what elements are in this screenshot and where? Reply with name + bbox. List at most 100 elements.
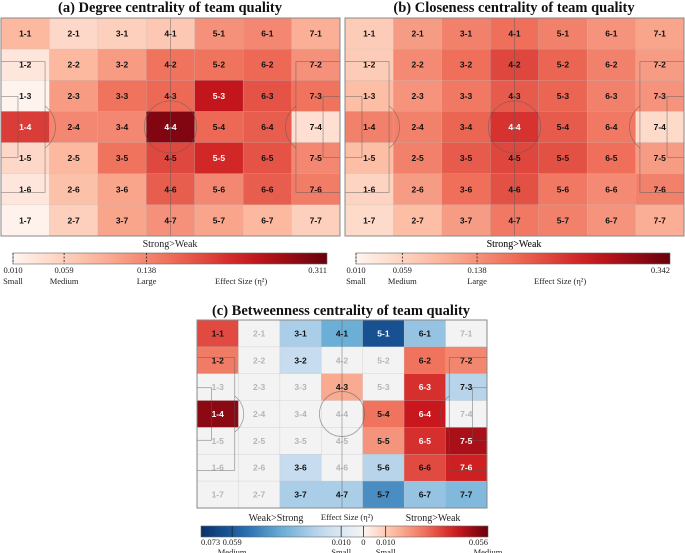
colorbar-c-left-heading: Weak>Strong: [249, 513, 304, 524]
pitch-border: [0, 17, 341, 237]
heatmap-cell: [445, 480, 488, 509]
heatmap-cell-label: 6-6: [605, 184, 618, 194]
heatmap-cell-label: 3-5: [116, 153, 129, 163]
heatmap-cell-label: 1-1: [19, 29, 32, 39]
heatmap-cell-label: 3-7: [460, 215, 473, 225]
heatmap-cell: [403, 454, 446, 482]
pitch-arc-right: [629, 105, 641, 149]
heatmap-cell-label: 6-5: [419, 436, 432, 446]
heatmap-cell: [586, 48, 636, 81]
pitch-arc-left: [388, 105, 400, 149]
heatmap-cell-label: 3-5: [294, 436, 307, 446]
heatmap-cell-label: 2-7: [67, 215, 80, 225]
heatmap-cell: [362, 373, 405, 401]
heatmap-cell: [403, 319, 446, 348]
heatmap-cell: [196, 400, 239, 428]
heatmap-cell-label: 2-7: [411, 215, 424, 225]
heatmap-cell: [393, 142, 443, 174]
heatmap-cell-label: 7-1: [460, 328, 473, 338]
heatmap-cell-label: 3-6: [460, 184, 473, 194]
heatmap-cell-label: 1-7: [363, 215, 376, 225]
heatmap-cell: [196, 480, 239, 509]
heatmap-cell: [0, 17, 50, 50]
colorbar-size-label: Small: [376, 547, 396, 553]
heatmap-cell-label: 5-4: [377, 409, 390, 419]
heatmap-cell-label: 5-2: [557, 60, 570, 70]
heatmap-cell-label: 6-5: [605, 153, 618, 163]
heatmap-cell: [393, 48, 443, 81]
heatmap-cell-label: 2-1: [411, 29, 424, 39]
heatmap-cell-label: 3-3: [294, 382, 307, 392]
heatmap-cell: [242, 142, 292, 174]
heatmap-cell-label: 2-5: [67, 153, 80, 163]
heatmap-cell: [441, 111, 491, 143]
heatmap-cell: [445, 454, 488, 482]
colorbar-gradient: [355, 252, 671, 265]
heatmap-cell-label: 7-1: [654, 29, 667, 39]
heatmap-cell: [635, 173, 685, 206]
heatmap-cell: [403, 373, 446, 401]
heatmap-cell: [97, 204, 147, 237]
heatmap-cell: [0, 80, 50, 112]
pitch-arc-left: [234, 395, 245, 433]
heatmap-cell-label: 7-4: [654, 122, 667, 132]
heatmap-cell: [445, 427, 488, 455]
title-c: (c) Betweenness centrality of team quali…: [212, 303, 471, 319]
heatmap-cell: [242, 48, 292, 81]
heatmap-cell-label: 7-5: [654, 153, 667, 163]
heatmap-cell-label: 5-3: [557, 91, 570, 101]
heatmap-cell: [538, 204, 588, 237]
heatmap-cell: [441, 142, 491, 174]
heatmap-cell-label: 1-1: [363, 29, 376, 39]
heatmap-cell: [279, 400, 322, 428]
heatmap-cell: [393, 173, 443, 206]
heatmap-cell: [291, 142, 341, 174]
heatmap-cell-label: 6-4: [419, 409, 432, 419]
heatmap-cell: [97, 173, 147, 206]
heatmap-cell-label: 7-4: [310, 122, 323, 132]
heatmap-cell: [393, 204, 443, 237]
heatmap-cell-label: 7-2: [654, 60, 667, 70]
heatmap-cell: [441, 173, 491, 206]
heatmap-b: 1-1 2-1 3-1 4-1 5-1 6-1 7-11-2 2-2 3-2 4-2 5-2 6-2 7…: [344, 17, 685, 237]
heatmap-cell: [242, 204, 292, 237]
heatmap-cell-label: 5-5: [557, 153, 570, 163]
heatmap-cell: [194, 142, 244, 174]
heatmap-cell: [49, 204, 99, 237]
heatmap-cell: [194, 48, 244, 81]
heatmap-cell: [635, 17, 685, 50]
heatmap-cell: [279, 319, 322, 348]
heatmap-cell: [538, 142, 588, 174]
heatmap-cell-label: 6-7: [261, 215, 274, 225]
heatmap-cell-label: 5-6: [377, 463, 390, 473]
heatmap-cell-label: 5-5: [213, 153, 226, 163]
pitch-border: [344, 17, 685, 237]
heatmap-cell-label: 6-4: [261, 122, 274, 132]
heatmap-cell: [97, 80, 147, 112]
heatmap-cell-label: 7-5: [460, 436, 473, 446]
colorbar-tick-label: 0.010: [346, 265, 365, 275]
heatmap-cell: [196, 427, 239, 455]
pitch-arc-right: [439, 395, 450, 433]
heatmap-cell-label: 6-3: [261, 91, 274, 101]
colorbar-size-label: Small: [346, 276, 366, 286]
heatmap-cell-label: 3-6: [294, 463, 307, 473]
heatmap-cell-label: 3-2: [294, 355, 307, 365]
heatmap-cell-label: 2-1: [253, 328, 266, 338]
colorbar-b-heading: Strong>Weak: [487, 239, 542, 250]
heatmap-cell-label: 5-7: [213, 215, 226, 225]
heatmap-cell-label: 7-5: [310, 153, 323, 163]
heatmap-cell: [362, 454, 405, 482]
heatmap-cell: [344, 142, 394, 174]
heatmap-cell: [441, 80, 491, 112]
heatmap-cell: [49, 173, 99, 206]
heatmap-cell: [279, 480, 322, 509]
colorbar-tick-label: 0.059: [223, 537, 242, 547]
heatmap-cell: [445, 346, 488, 374]
heatmap-cell: [194, 204, 244, 237]
heatmap-cell-label: 6-6: [261, 184, 274, 194]
colorbar-size-label: Medium: [474, 547, 503, 553]
heatmap-a: 1-1 2-1 3-1 4-1 5-1 6-1 7-11-2 2-2 3-2 4-2 5-2 6-2 7…: [0, 17, 341, 237]
heatmap-cell-label: 3-3: [460, 91, 473, 101]
